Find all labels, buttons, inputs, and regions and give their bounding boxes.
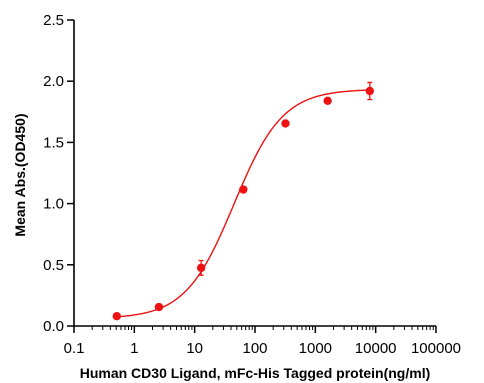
data-point [365, 86, 375, 96]
y-tick-label: 2.5 [43, 12, 64, 29]
y-tick-label: 0.0 [43, 318, 64, 335]
data-point [112, 312, 121, 321]
x-tick-label: 100000 [411, 340, 461, 357]
x-tick-label: 1000 [299, 340, 332, 357]
y-tick-label: 1.0 [43, 196, 64, 213]
data-point [323, 96, 332, 105]
x-tick-label: 1 [130, 340, 138, 357]
x-tick-label: 10 [186, 340, 203, 357]
data-point [281, 119, 290, 128]
x-tick-label: 100 [242, 340, 267, 357]
y-tick-label: 1.5 [43, 134, 64, 151]
plot-area [112, 81, 375, 321]
y-tick-label: 0.5 [43, 257, 64, 274]
x-ticks: 0.1 1 10 100 1000 10000 100000 [64, 326, 461, 357]
fit-curve [116, 89, 370, 318]
data-point [196, 263, 206, 273]
axes [73, 20, 436, 327]
data-point [239, 185, 248, 194]
y-ticks: 0.0 0.5 1.0 1.5 2.0 2.5 [43, 12, 74, 335]
y-axis-title: Mean Abs.(OD450) [12, 113, 28, 236]
data-point [154, 302, 164, 312]
x-tick-label: 10000 [355, 340, 397, 357]
x-tick-label: 0.1 [64, 340, 85, 357]
y-tick-label: 2.0 [43, 73, 64, 90]
x-axis-title: Human CD30 Ligand, mFc-His Tagged protei… [80, 365, 431, 381]
